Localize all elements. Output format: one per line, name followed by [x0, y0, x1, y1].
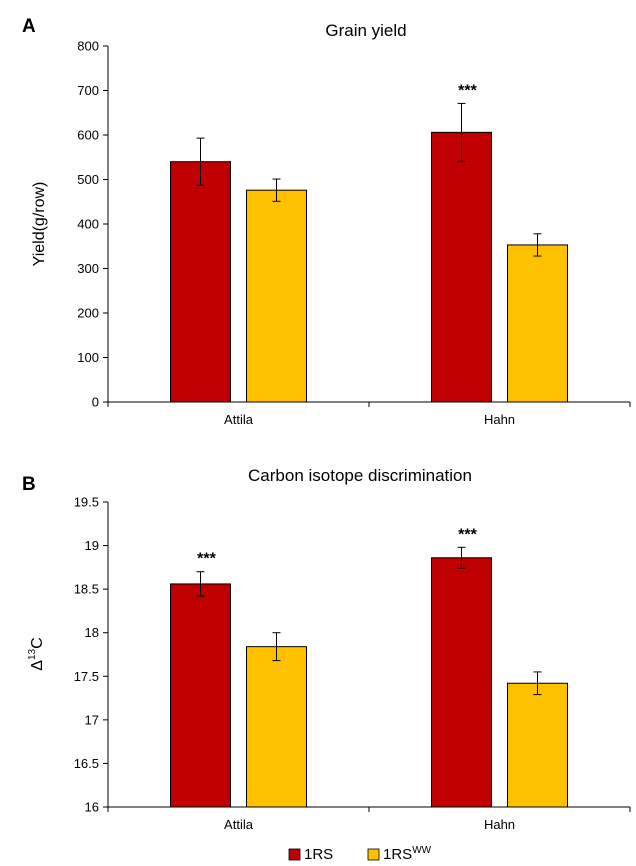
panel-a-y-tick-label: 700 [77, 83, 99, 98]
panel-a-bar [507, 244, 568, 403]
panel-b-letter: B [22, 474, 36, 495]
panel-b-bar [507, 682, 568, 808]
panel-a-category-label: Attila [224, 412, 254, 427]
panel-a-bar [431, 131, 492, 403]
panel-b-y-tick-label: 18 [85, 625, 99, 640]
panel-a-y-tick-label: 600 [77, 128, 99, 143]
panel-a-y-tick-label: 400 [77, 217, 99, 232]
panel-b-y-tick-label: 17.5 [74, 669, 99, 684]
panel-a-y-tick-label: 200 [77, 306, 99, 321]
panel-b-significance-mark: *** [458, 526, 477, 543]
panel-b-category-label: Hahn [484, 817, 515, 832]
legend-swatch-1rs [288, 848, 301, 861]
panel-a-y-tick-label: 300 [77, 261, 99, 276]
panel-a-y-tick-label: 100 [77, 350, 99, 365]
panel-a-y-tick-label: 800 [77, 39, 99, 54]
panel-a-title: Grain yield [325, 21, 406, 40]
legend-label-1rsww: 1RSWW [383, 845, 432, 863]
panel-b-significance-mark: *** [197, 551, 216, 568]
panel-b-y-tick-label: 18.5 [74, 582, 99, 597]
panel-b-y-tick-label: 16.5 [74, 756, 99, 771]
panel-b-bar [431, 557, 492, 808]
panel-a-significance-mark: *** [458, 82, 477, 99]
panel-a-y-axis-label: Yield(g/row) [31, 182, 48, 267]
legend-label-1rs: 1RS [304, 846, 333, 863]
panel-b-y-tick-label: 19 [85, 538, 99, 553]
panel-a-category-label: Hahn [484, 412, 515, 427]
panel-a-letter: A [22, 16, 36, 37]
panel-a-bar [246, 189, 307, 403]
panel-b-category-label: Attila [224, 817, 254, 832]
panel-b-y-tick-label: 16 [85, 800, 99, 815]
panel-b-bar [170, 583, 231, 808]
panel-a-y-tick-label: 500 [77, 172, 99, 187]
legend-swatch-1rsww [367, 848, 380, 861]
panel-b-y-tick-label: 17 [85, 712, 99, 727]
panel-a-y-tick-label: 0 [92, 395, 99, 410]
panel-b-y-axis-label: Δ13C [27, 637, 46, 670]
panel-a-chart: 0 100 200 300 400 500 600 700 800 Attila Hahn *** [77, 39, 631, 427]
panel-b-chart: 16 16.5 17 17.5 18 18.5 19 19.5 Attila *** Hahn *** [74, 495, 631, 832]
legend: 1RS 1RSWW [288, 845, 432, 863]
panel-a-bar [170, 161, 231, 403]
panel-b-title: Carbon isotope discrimination [248, 466, 472, 485]
panel-b-bar [246, 646, 307, 808]
panel-b-y-tick-label: 19.5 [74, 495, 99, 510]
